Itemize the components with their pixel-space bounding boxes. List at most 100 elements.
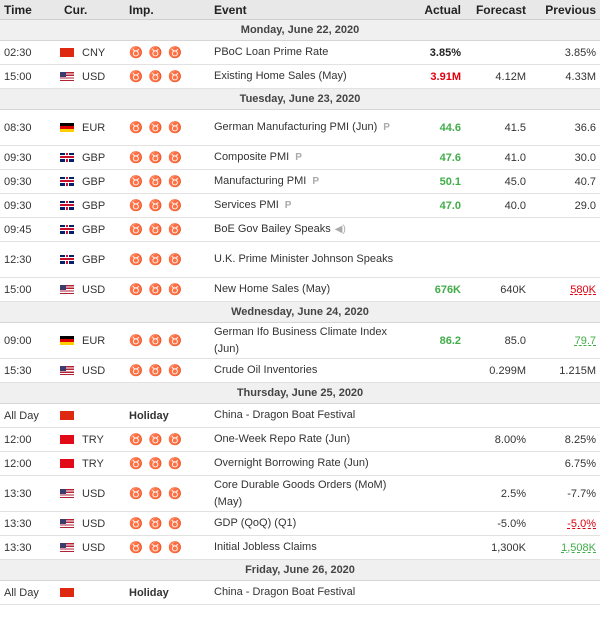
currency-code: USD [82,283,106,296]
event-time: 08:30 [0,109,60,146]
event-name[interactable]: New Home Sales (May) [214,283,331,295]
event-time: 09:30 [0,169,60,194]
event-name[interactable]: China - Dragon Boat Festival [214,586,356,598]
event-name[interactable]: Initial Jobless Claims [214,541,317,553]
header-importance[interactable]: Imp. [125,0,210,20]
table-row[interactable]: 12:30 GBP ♉♉♉ U.K. Prime Minister Johnso… [0,241,600,278]
previous-value[interactable]: 79.7 [574,334,596,347]
event-time: 12:00 [0,451,60,476]
day-label: Tuesday, June 23, 2020 [0,88,600,110]
forecast-value: 40.0 [465,193,530,218]
event-time: 15:30 [0,358,60,383]
table-row[interactable]: 12:00 TRY ♉♉♉ Overnight Borrowing Rate (… [0,451,600,476]
header-previous[interactable]: Previous [530,0,600,20]
actual-value: 3.91M [430,70,461,83]
event-name[interactable]: Services PMI [214,199,279,211]
currency-code: GBP [82,151,106,164]
bull-icon: ♉♉♉ [129,200,189,212]
previous-value[interactable]: 580K [570,283,596,296]
table-row[interactable]: All Day Holiday China - Dragon Boat Fest… [0,580,600,605]
actual-value: 3.85% [429,46,461,59]
event-name[interactable]: Composite PMI [214,151,290,163]
germany-flag-icon [60,122,74,132]
event-name[interactable]: Existing Home Sales (May) [214,70,347,82]
actual-value: 44.6 [439,121,461,134]
table-row[interactable]: 15:30 USD ♉♉♉ Crude Oil Inventories 0.29… [0,358,600,383]
table-row[interactable]: 09:30 GBP ♉♉♉ Services PMI P 47.0 40.0 29… [0,193,600,218]
us-flag-icon [60,518,74,528]
previous-value[interactable]: 1,508K [561,541,596,554]
header-currency[interactable]: Cur. [60,0,125,20]
forecast-value [465,241,530,278]
event-time: 12:00 [0,427,60,452]
event-name[interactable]: Core Durable Goods Orders (MoM) (May) [214,478,387,508]
table-row[interactable]: 08:30 EUR ♉♉♉ German Manufacturing PMI (… [0,109,600,146]
previous-value: 4.33M [530,64,600,89]
event-time: 09:45 [0,217,60,242]
forecast-value [465,580,530,605]
economic-calendar-table: Time Cur. Imp. Event Actual Forecast Pre… [0,0,600,605]
table-row[interactable]: 13:30 USD ♉♉♉ Initial Jobless Claims 1,3… [0,535,600,560]
header-time[interactable]: Time [0,0,60,20]
germany-flag-icon [60,335,74,345]
forecast-value: 41.0 [465,145,530,170]
header-actual[interactable]: Actual [400,0,465,20]
china-flag-icon [60,587,74,597]
header-event[interactable]: Event [210,0,400,20]
us-flag-icon [60,365,74,375]
table-row[interactable]: 09:30 GBP ♉♉♉ Composite PMI P 47.6 41.0 3… [0,145,600,170]
actual-value [400,241,465,278]
table-row[interactable]: 09:30 GBP ♉♉♉ Manufacturing PMI P 50.1 45… [0,169,600,194]
event-name[interactable]: Crude Oil Inventories [214,364,318,376]
bull-icon: ♉♉♉ [129,71,189,83]
actual-value: 86.2 [439,334,461,347]
event-name[interactable]: PBoC Loan Prime Rate [214,46,329,58]
bull-icon: ♉♉♉ [129,365,189,377]
table-row[interactable]: 13:30 USD ♉♉♉ GDP (QoQ) (Q1) -5.0% -5.0% [0,511,600,536]
table-row[interactable]: All Day Holiday China - Dragon Boat Fest… [0,403,600,428]
actual-value: 47.0 [439,199,461,212]
china-flag-icon [60,47,74,57]
event-time: 09:30 [0,145,60,170]
forecast-value: 4.12M [465,64,530,89]
event-time: 15:00 [0,64,60,89]
event-name[interactable]: German Manufacturing PMI (Jun) [214,121,378,133]
previous-value [530,403,600,428]
table-row[interactable]: 15:00 USD ♉♉♉ Existing Home Sales (May) … [0,64,600,89]
event-time: 09:30 [0,193,60,218]
actual-value [400,511,465,536]
table-row[interactable]: 12:00 TRY ♉♉♉ One-Week Repo Rate (Jun) 8… [0,427,600,452]
currency-code: USD [82,517,106,530]
event-time: 12:30 [0,241,60,278]
forecast-value [465,40,530,65]
event-time: 02:30 [0,40,60,65]
bull-icon: ♉♉♉ [129,488,189,500]
table-row[interactable]: 09:00 EUR ♉♉♉ German Ifo Business Climat… [0,322,600,359]
table-row[interactable]: 13:30 USD ♉♉♉ Core Durable Goods Orders … [0,475,600,512]
previous-value[interactable]: -5.0% [567,517,596,530]
currency-code: GBP [82,175,106,188]
previous-value: 30.0 [530,145,600,170]
day-row: Tuesday, June 23, 2020 [0,88,600,110]
event-name[interactable]: Manufacturing PMI [214,175,307,187]
speaker-icon: ◀) [334,224,346,235]
header-forecast[interactable]: Forecast [465,0,530,20]
actual-value [400,451,465,476]
table-row[interactable]: 15:00 USD ♉♉♉ New Home Sales (May) 676K … [0,277,600,302]
table-row[interactable]: 09:45 GBP ♉♉♉ BoE Gov Bailey Speaks ◀) [0,217,600,242]
event-name[interactable]: China - Dragon Boat Festival [214,409,356,421]
event-name[interactable]: BoE Gov Bailey Speaks [214,223,331,235]
event-name[interactable]: One-Week Repo Rate (Jun) [214,433,351,445]
currency-code: USD [82,70,106,83]
event-name[interactable]: German Ifo Business Climate Index (Jun) [214,325,388,355]
event-name[interactable]: U.K. Prime Minister Johnson Speaks [214,253,394,265]
event-name[interactable]: Overnight Borrowing Rate (Jun) [214,457,369,469]
event-time: 09:00 [0,322,60,359]
event-name[interactable]: GDP (QoQ) (Q1) [214,517,297,529]
previous-value: 6.75% [530,451,600,476]
event-time: 13:30 [0,535,60,560]
forecast-value [465,403,530,428]
table-row[interactable]: 02:30 CNY ♉♉♉ PBoC Loan Prime Rate 3.85%… [0,40,600,65]
event-time: All Day [0,580,60,605]
currency-code: EUR [82,121,106,134]
